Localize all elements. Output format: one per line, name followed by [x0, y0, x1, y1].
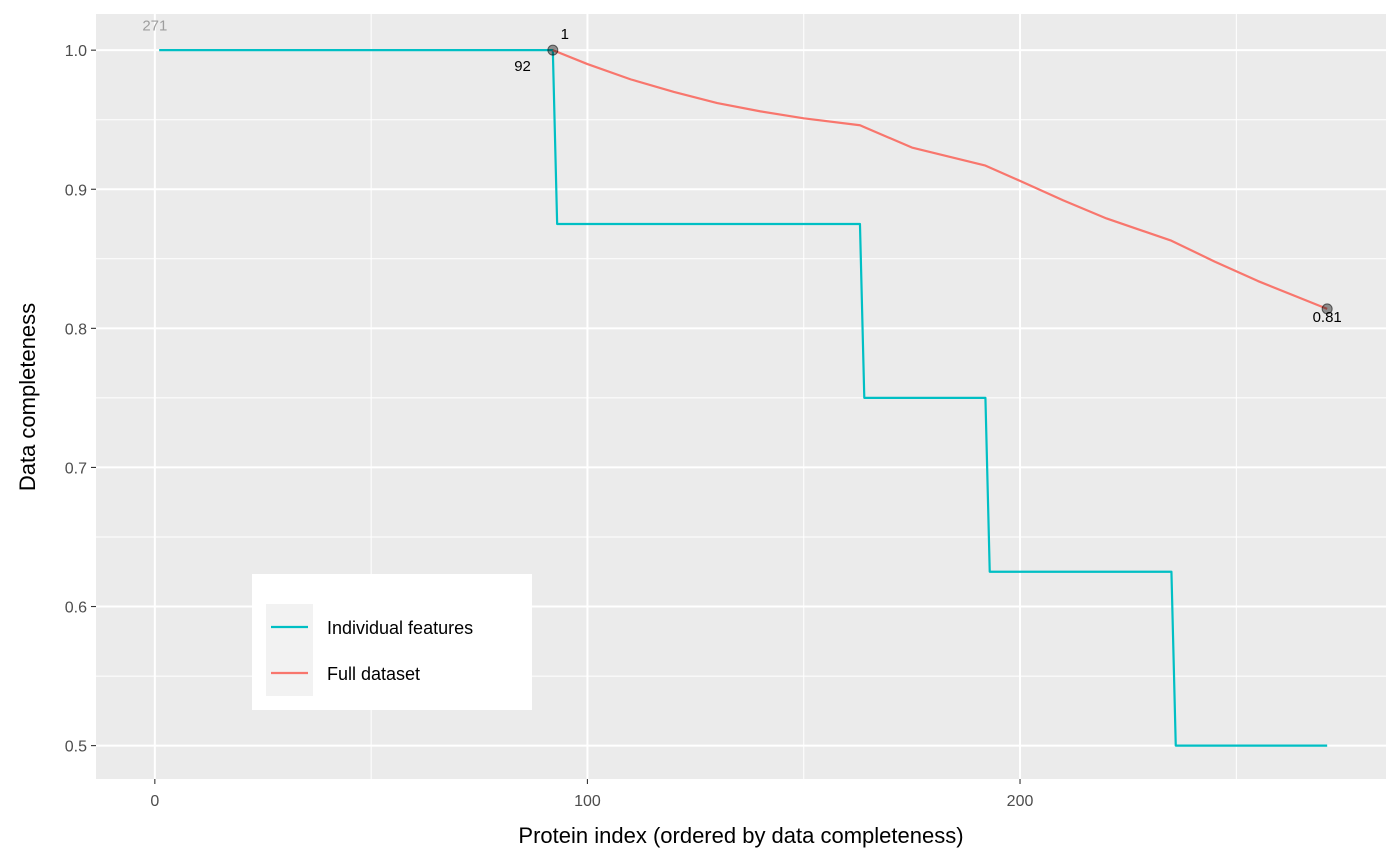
legend-label-individual-features: Individual features — [327, 618, 473, 638]
x-tick-label: 200 — [1007, 793, 1034, 810]
y-axis: 0.5 0.6 0.7 0.8 0.9 1.0 — [65, 43, 96, 756]
annotation-label: 92 — [514, 58, 531, 75]
highlight-markers — [547, 44, 1333, 315]
series-lines — [159, 49, 1328, 747]
legend: Individual features Full dataset — [252, 574, 532, 710]
y-tick-label: 0.9 — [65, 182, 87, 199]
annotation-label: 271 — [142, 18, 167, 35]
annotations: 271 1 92 0.81 — [142, 18, 1341, 326]
x-tick-label: 0 — [150, 793, 159, 810]
y-tick-label: 0.7 — [65, 460, 87, 477]
series-line-individual-features — [159, 49, 1328, 747]
x-axis: 0 100 200 — [150, 779, 1033, 810]
y-tick-label: 0.6 — [65, 600, 87, 617]
y-tick-label: 1.0 — [65, 43, 87, 60]
legend-label-full-dataset: Full dataset — [327, 664, 420, 684]
x-axis-title: Protein index (ordered by data completen… — [518, 823, 963, 848]
highlight-marker — [547, 44, 559, 56]
series-line-full-dataset — [552, 49, 1328, 310]
y-tick-label: 0.8 — [65, 321, 87, 338]
grid-lines — [96, 14, 1386, 779]
annotation-label: 0.81 — [1313, 309, 1342, 326]
highlight-marker — [1321, 303, 1333, 315]
y-axis-title: Data completeness — [15, 303, 40, 491]
annotation-label: 1 — [561, 26, 569, 43]
y-tick-label: 0.5 — [65, 739, 87, 756]
x-tick-label: 100 — [574, 793, 601, 810]
